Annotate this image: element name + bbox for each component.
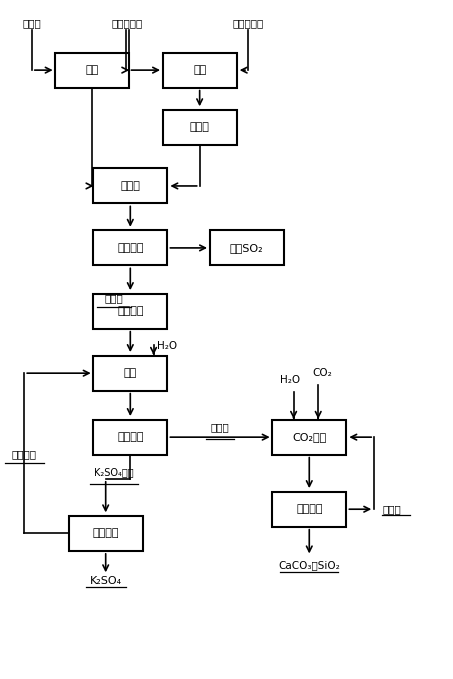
Text: H₂O: H₂O — [157, 342, 177, 351]
Text: 焙烧料: 焙烧料 — [104, 293, 123, 303]
Text: 工业废石膏: 工业废石膏 — [111, 18, 143, 28]
Text: CO₂: CO₂ — [313, 368, 332, 378]
Text: 固液分离: 固液分离 — [117, 432, 144, 442]
FancyBboxPatch shape — [163, 110, 236, 145]
Text: 矿化液: 矿化液 — [382, 504, 401, 514]
Text: K₂SO₄: K₂SO₄ — [90, 576, 122, 585]
FancyBboxPatch shape — [55, 52, 129, 88]
FancyBboxPatch shape — [210, 230, 284, 265]
Text: 碳质还原剂: 碳质还原剂 — [232, 18, 264, 28]
Text: 提钾渣: 提钾渣 — [211, 422, 230, 433]
FancyBboxPatch shape — [93, 168, 167, 204]
Text: CaCO₃、SiO₂: CaCO₃、SiO₂ — [279, 560, 340, 570]
FancyBboxPatch shape — [93, 420, 167, 455]
FancyBboxPatch shape — [93, 230, 167, 265]
Text: 回收SO₂: 回收SO₂ — [230, 243, 264, 253]
Text: 钾长石: 钾长石 — [23, 18, 41, 28]
Text: 固液分离: 固液分离 — [296, 504, 323, 514]
FancyBboxPatch shape — [272, 492, 346, 527]
Text: 水浸: 水浸 — [124, 368, 137, 378]
Text: K₂SO₄母液: K₂SO₄母液 — [94, 467, 134, 477]
Text: H₂O: H₂O — [280, 375, 299, 384]
FancyBboxPatch shape — [93, 294, 167, 329]
FancyBboxPatch shape — [93, 356, 167, 390]
Text: 混合: 混合 — [193, 65, 206, 75]
Text: 混合: 混合 — [86, 65, 99, 75]
Text: 蒸发结晶: 蒸发结晶 — [92, 528, 119, 538]
FancyBboxPatch shape — [163, 52, 236, 88]
Text: 高温焙烧: 高温焙烧 — [117, 243, 144, 253]
Text: CO₂矿化: CO₂矿化 — [292, 432, 327, 442]
FancyBboxPatch shape — [272, 420, 346, 455]
Text: 制外球: 制外球 — [120, 181, 140, 191]
Text: 冷却球磨: 冷却球磨 — [117, 306, 144, 316]
FancyBboxPatch shape — [69, 516, 143, 551]
Text: 制内球: 制内球 — [190, 122, 210, 132]
Text: 蒸发母液: 蒸发母液 — [12, 449, 37, 459]
